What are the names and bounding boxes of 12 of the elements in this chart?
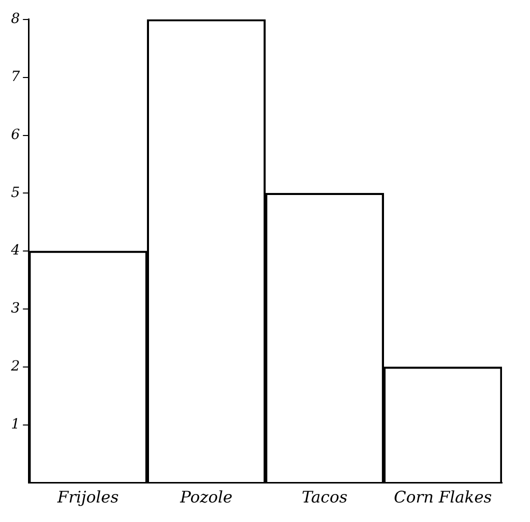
x-tick-label: Pozole bbox=[179, 488, 233, 507]
x-tick-label: Corn Flakes bbox=[394, 488, 492, 507]
y-tick-label: 1 bbox=[10, 416, 20, 433]
y-tick-label: 7 bbox=[10, 68, 20, 85]
y-tick-label: 2 bbox=[10, 358, 20, 375]
x-tick-label: Tacos bbox=[302, 488, 348, 507]
y-tick-label: 5 bbox=[10, 184, 20, 201]
y-tick-label: 4 bbox=[10, 242, 20, 259]
y-tick-label: 8 bbox=[10, 11, 20, 28]
y-tick-label: 6 bbox=[10, 126, 20, 143]
y-tick-label: 3 bbox=[10, 300, 20, 317]
x-tick-label: Frijoles bbox=[56, 488, 119, 507]
